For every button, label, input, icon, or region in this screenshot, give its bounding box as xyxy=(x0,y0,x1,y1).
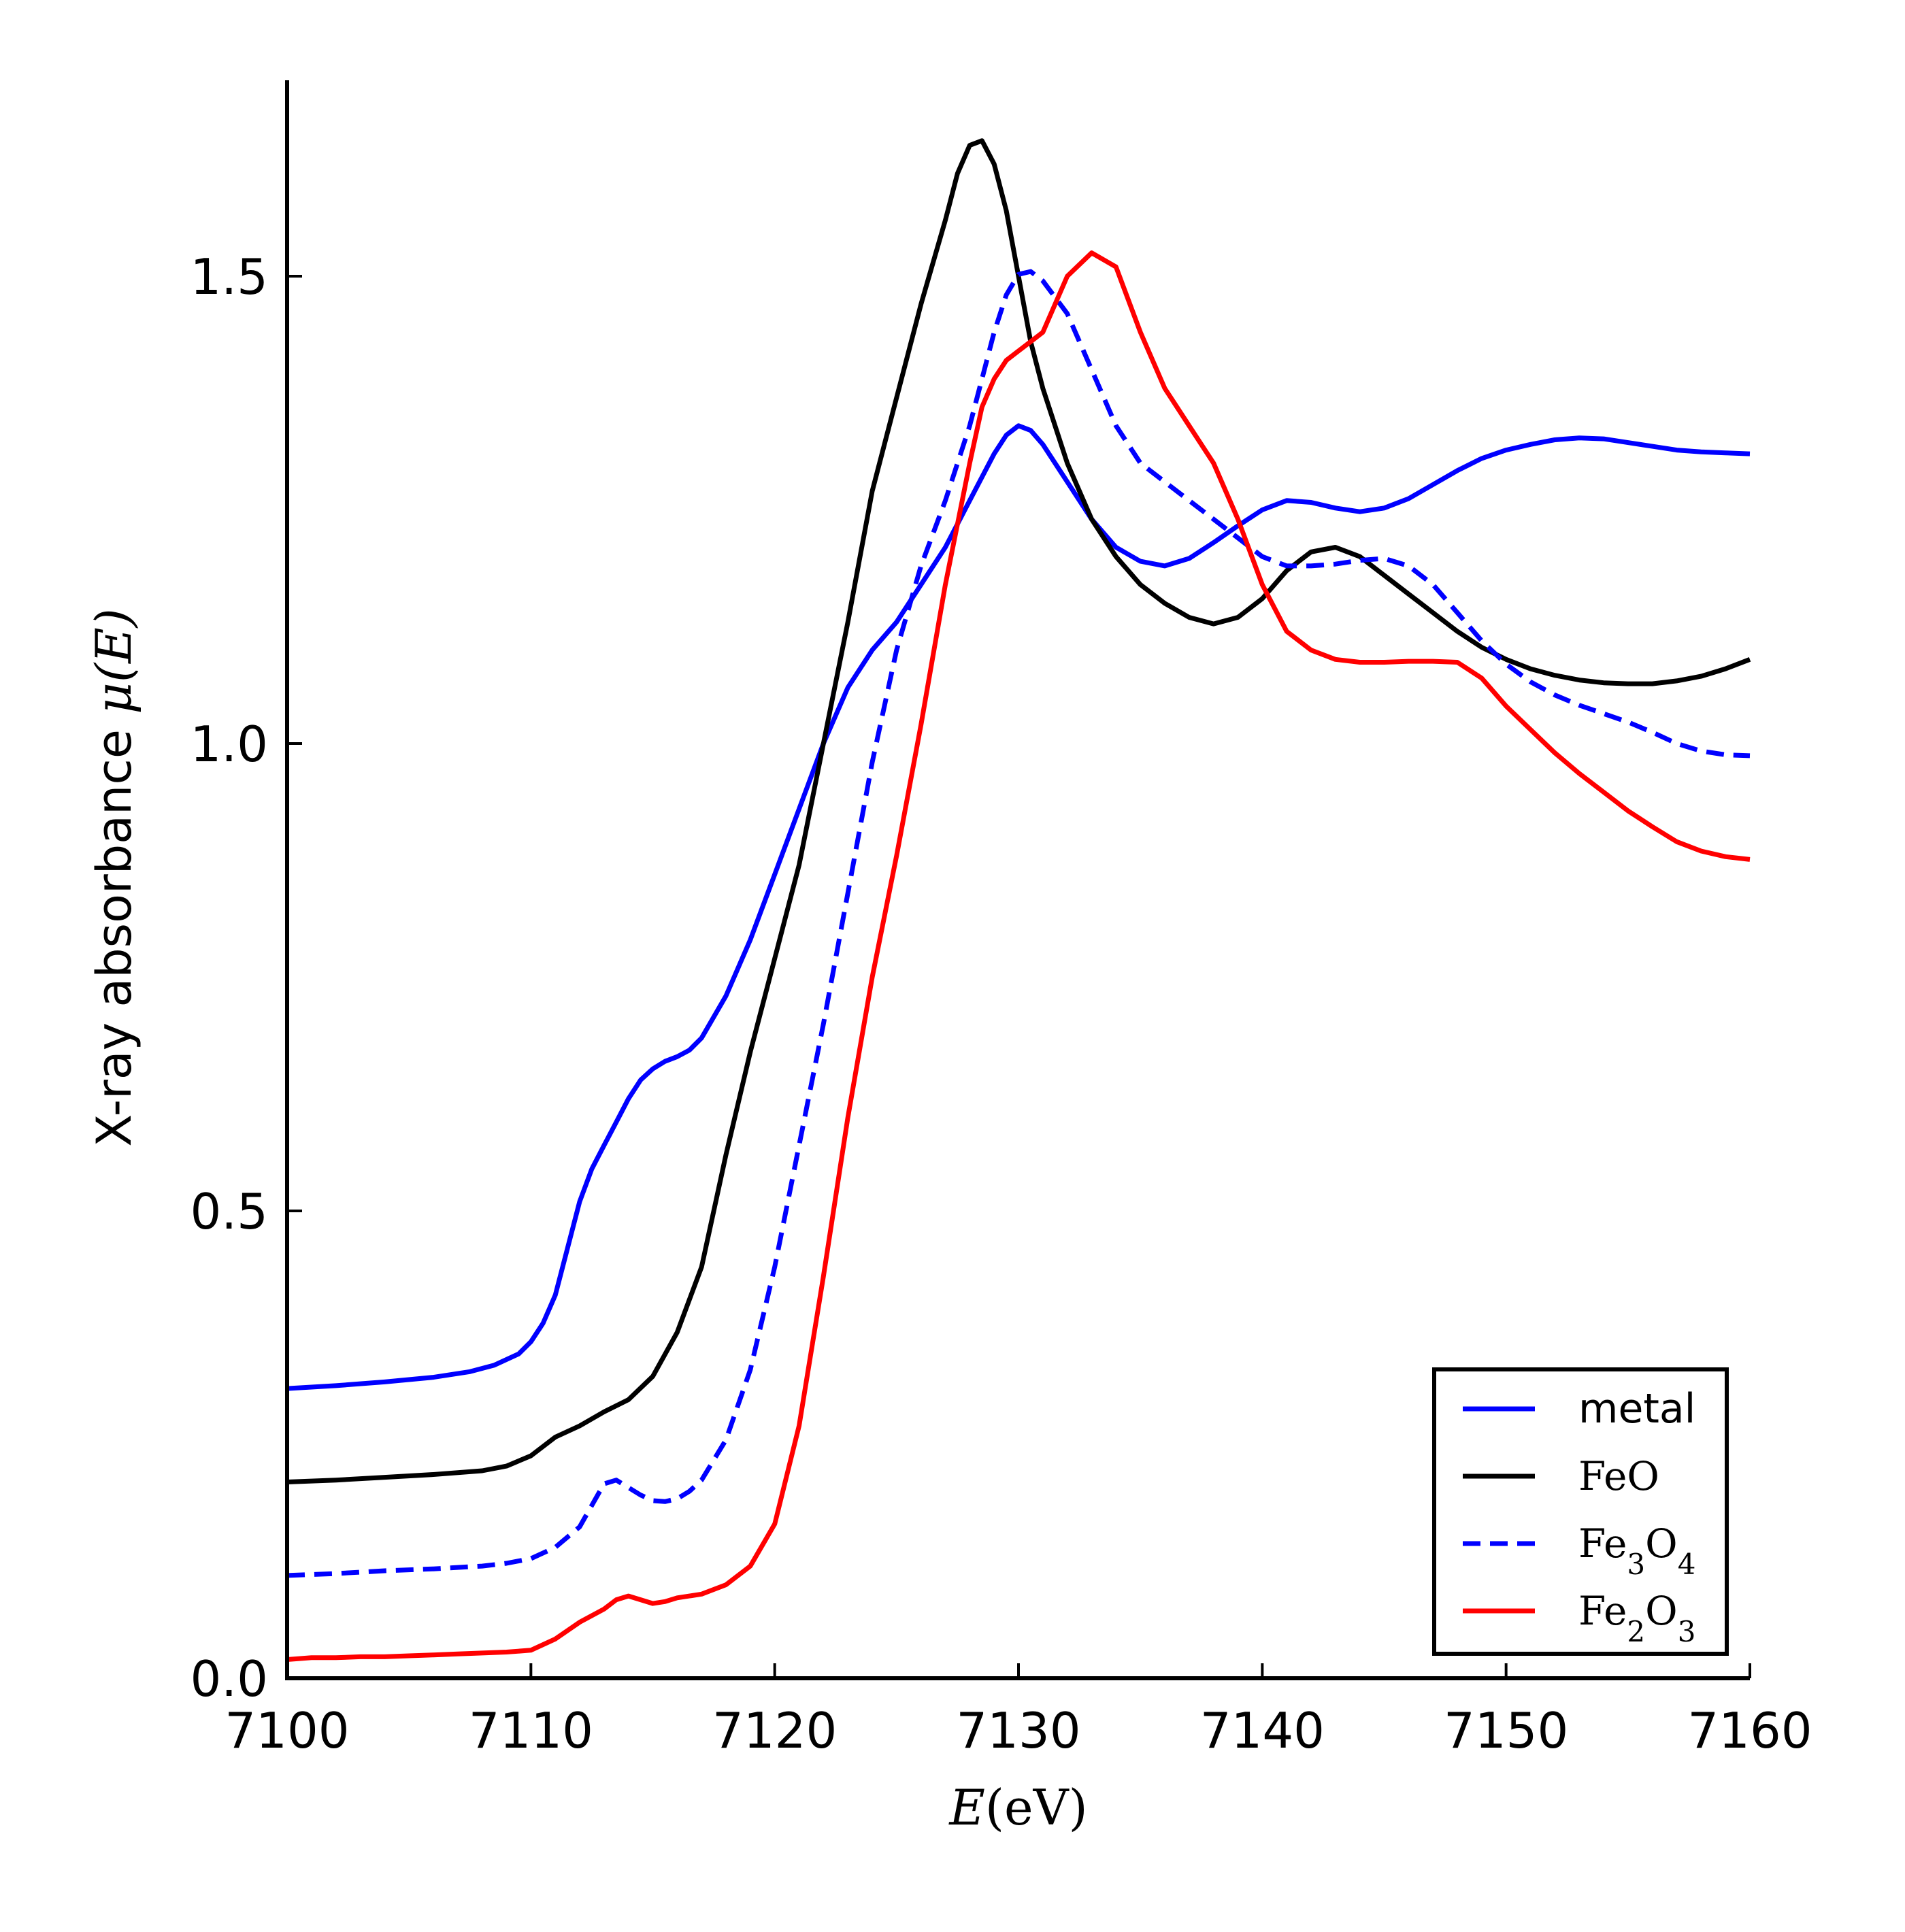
y-tick-label: 0.0 xyxy=(190,1650,268,1708)
y-tick-label: 1.5 xyxy=(190,248,268,305)
legend-label-metal: metal xyxy=(1578,1385,1695,1433)
x-tick-label: 7150 xyxy=(1444,1702,1568,1759)
series-line-metal xyxy=(286,423,1751,1391)
x-tick-label: 7100 xyxy=(225,1702,349,1759)
y-tick-label: 1.0 xyxy=(190,716,268,773)
y-axis-label-text: X-ray absorbance xyxy=(86,714,142,1147)
ticks-layer: 7100 7110 7120 7130 7140 7150 7160 0.0 0.5 1.0 1.5 xyxy=(190,248,1812,1759)
x-axis-label: E(eV) xyxy=(948,1779,1087,1836)
x-tick-label: 7120 xyxy=(712,1702,837,1759)
x-axis-label-unit: (eV) xyxy=(985,1779,1088,1836)
x-axis-label-var: E xyxy=(948,1779,985,1836)
x-tick-label: 7130 xyxy=(956,1702,1080,1759)
y-axis-label: X-ray absorbance μ(E) xyxy=(85,608,142,1147)
x-tick-label: 7140 xyxy=(1200,1702,1325,1759)
series-line-fe2o3 xyxy=(286,250,1751,1662)
legend-label-fe2o3: Fe2O3 xyxy=(1578,1588,1695,1648)
series-line-feo xyxy=(286,138,1751,1484)
x-tick-label: 7160 xyxy=(1687,1702,1812,1759)
series-layer xyxy=(286,138,1751,1662)
y-axis-label-math: μ(E) xyxy=(85,608,142,714)
x-tick-label: 7110 xyxy=(469,1702,593,1759)
legend: metal FeO Fe3O4 Fe2O3 xyxy=(1432,1367,1729,1656)
legend-frame xyxy=(1432,1367,1729,1656)
legend-label-fe3o4: Fe3O4 xyxy=(1578,1520,1695,1581)
series-line-fe3o4 xyxy=(286,269,1751,1578)
axis-labels: X-ray absorbance μ(E) E(eV) xyxy=(85,608,1088,1836)
legend-label-feo: FeO xyxy=(1578,1453,1659,1499)
y-tick-label: 0.5 xyxy=(190,1183,268,1240)
